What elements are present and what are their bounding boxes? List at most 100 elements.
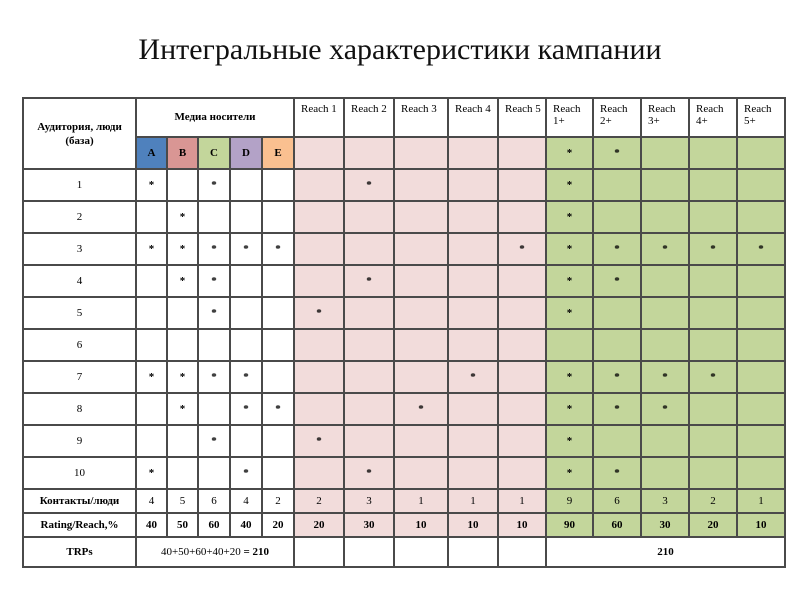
reach-cell: [393, 264, 449, 298]
reach-cell: [393, 200, 449, 234]
media-cell: *: [166, 264, 199, 298]
rating-row: Rating/Reach,% 40 50 60 40 20 20 30 10 10 10 90 60 30…: [22, 512, 786, 538]
row-label: 8: [22, 392, 137, 426]
reach-5-header: Reach 5: [497, 97, 547, 138]
media-letters-row: A B C D E * *: [23, 136, 786, 170]
media-cell: [197, 392, 231, 426]
reach-cell: [293, 264, 345, 298]
reach-plus-cell: [640, 328, 690, 362]
trps-label: TRPs: [22, 536, 137, 568]
reach-plus-cell: [736, 168, 786, 202]
row-label: 2: [22, 200, 137, 234]
row-label: 10: [22, 456, 137, 490]
media-cell: *: [261, 392, 295, 426]
rating-reach-plus-value: 30: [640, 512, 690, 538]
media-cell: *: [197, 296, 231, 330]
media-cell: *: [197, 264, 231, 298]
media-cell: *: [135, 168, 168, 202]
reach-plus-cell: [545, 328, 594, 362]
contacts-reach-plus-value: 2: [688, 488, 738, 514]
reach-cell: [343, 424, 395, 458]
reach-3plus-header: Reach 3+: [640, 97, 690, 138]
media-cell: *: [197, 424, 231, 458]
reach-plus-cell: [640, 424, 690, 458]
reach-cell: [447, 232, 499, 266]
media-cell: *: [197, 232, 231, 266]
trps-row: TRPs 40+50+60+40+20 = 210 210: [22, 536, 786, 568]
media-cell: *: [166, 360, 199, 394]
row-label: 1: [22, 168, 137, 202]
reach-plus-cell: [736, 136, 786, 170]
contacts-media-value: 2: [261, 488, 295, 514]
reach-plus-cell: *: [545, 296, 594, 330]
contacts-reach-plus-value: 9: [545, 488, 594, 514]
trps-empty-cell: [343, 536, 395, 568]
campaign-characteristics-table: Аудитория, люди (база) Медиа носители Re…: [22, 97, 786, 568]
contacts-label: Контакты/люди: [22, 488, 137, 514]
media-cell: [229, 200, 263, 234]
reach-plus-cell: *: [545, 456, 594, 490]
audience-row: 5 * * *: [22, 296, 786, 330]
trps-total: 210: [252, 546, 270, 558]
trps-formula: 40+50+60+40+20 = 210: [135, 536, 295, 568]
reach-cell: *: [393, 392, 449, 426]
reach-cell: [393, 360, 449, 394]
reach-plus-cell: *: [545, 232, 594, 266]
reach-cell: [447, 328, 499, 362]
reach-plus-cell: [592, 328, 642, 362]
media-cell: [229, 264, 263, 298]
contacts-reach-plus-value: 3: [640, 488, 690, 514]
reach-plus-cell: [640, 264, 690, 298]
reach-plus-cell: [640, 456, 690, 490]
reach-cell: [293, 168, 345, 202]
rating-reach-plus-value: 20: [688, 512, 738, 538]
reach-cell: [343, 232, 395, 266]
reach-plus-cell: *: [736, 232, 786, 266]
media-header: Медиа носители: [135, 97, 295, 138]
reach-plus-cell: [592, 296, 642, 330]
rating-label: Rating/Reach,%: [22, 512, 137, 538]
media-cell: *: [135, 456, 168, 490]
reach-plus-cell: *: [640, 392, 690, 426]
slide-title: Интегральные характеристики кампании: [138, 33, 662, 66]
audience-header: Аудитория, люди (база): [22, 97, 137, 170]
reach-cell: [393, 424, 449, 458]
reach-plus-cell: *: [545, 360, 594, 394]
reach-cell: [447, 456, 499, 490]
reach-cell: [293, 232, 345, 266]
reach-cell: [497, 200, 547, 234]
contacts-reach-value: 1: [393, 488, 449, 514]
reach-cell: [343, 136, 395, 170]
reach-plus-cell: [736, 360, 786, 394]
reach-1plus-header: Reach 1+: [545, 97, 594, 138]
reach-plus-cell: [736, 264, 786, 298]
media-cell: [261, 424, 295, 458]
reach-cell: [393, 136, 449, 170]
contacts-media-value: 4: [135, 488, 168, 514]
rating-reach-value: 30: [343, 512, 395, 538]
reach-plus-cell: [592, 168, 642, 202]
reach-plus-cell: *: [545, 392, 594, 426]
audience-row: 10 * * * * *: [22, 456, 786, 490]
media-d-header: D: [229, 136, 263, 170]
media-cell: [135, 296, 168, 330]
reach-plus-cell: [688, 200, 738, 234]
row-label: 3: [22, 232, 137, 266]
contacts-reach-value: 2: [293, 488, 345, 514]
media-c-header: C: [197, 136, 231, 170]
contacts-reach-plus-value: 1: [736, 488, 786, 514]
media-b-header: B: [166, 136, 199, 170]
reach-plus-cell: [736, 456, 786, 490]
contacts-reach-plus-value: 6: [592, 488, 642, 514]
contacts-reach-value: 1: [497, 488, 547, 514]
media-cell: [166, 296, 199, 330]
reach-cell: [343, 360, 395, 394]
media-cell: *: [166, 200, 199, 234]
reach-cell: [447, 296, 499, 330]
media-cell: [135, 392, 168, 426]
rating-media-value: 50: [166, 512, 199, 538]
reach-cell: [393, 328, 449, 362]
media-cell: [166, 424, 199, 458]
rating-reach-value: 10: [497, 512, 547, 538]
reach-plus-cell: [688, 264, 738, 298]
